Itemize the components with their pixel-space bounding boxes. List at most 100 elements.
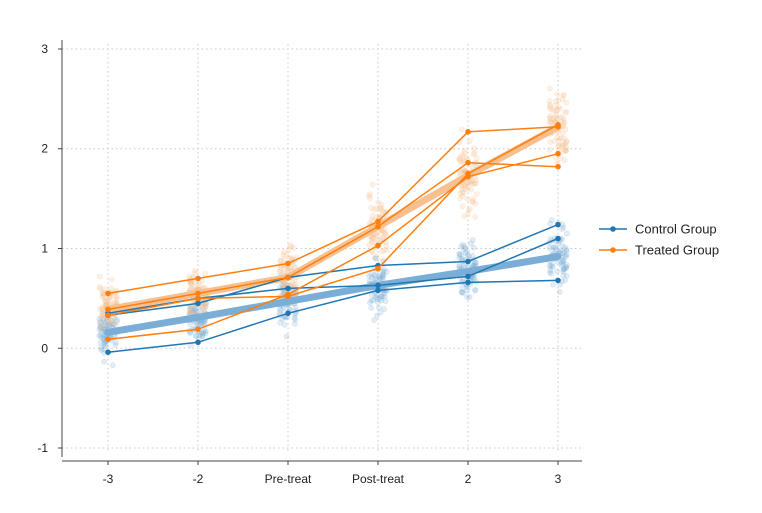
jitter-point — [371, 317, 378, 323]
jitter-point — [546, 115, 553, 121]
jitter-point — [546, 119, 553, 125]
jitter-point — [547, 269, 553, 276]
y-tick-label: 3 — [41, 42, 48, 56]
treated-data-point — [105, 336, 111, 343]
jitter-point — [97, 324, 104, 331]
jitter-point — [467, 240, 474, 247]
jitter-point — [102, 341, 109, 348]
jitter-point — [378, 201, 385, 208]
jitter-point — [292, 316, 298, 323]
jitter-point — [375, 199, 382, 205]
jitter-point — [104, 297, 111, 304]
jitter-point — [288, 242, 295, 249]
treated-data-point — [105, 312, 111, 319]
treated-data-point — [105, 290, 111, 297]
jitter-point — [97, 325, 104, 331]
x-tick-label: Post-treat — [352, 472, 405, 486]
jitter-point — [456, 158, 463, 164]
jitter-point — [114, 294, 120, 301]
jitter-point — [378, 293, 384, 300]
jitter-point — [96, 326, 103, 333]
jitter-point — [560, 258, 567, 265]
jitter-point — [551, 138, 558, 145]
jitter-point — [456, 156, 462, 163]
jitter-point — [462, 182, 469, 189]
jitter-point — [277, 265, 284, 272]
jitter-point — [279, 316, 286, 323]
jitter-point — [559, 142, 566, 148]
jitter-point — [366, 192, 373, 199]
y-tick-label: 2 — [41, 142, 48, 156]
jitter-point — [555, 143, 562, 150]
jitter-point — [561, 147, 568, 154]
jitter-point — [465, 253, 472, 259]
jitter-point — [466, 294, 473, 300]
jitter-point — [369, 212, 376, 219]
treated-data-point — [465, 159, 471, 166]
jitter-point — [100, 322, 106, 329]
jitter-point — [548, 270, 555, 277]
jitter-point — [563, 247, 570, 254]
y-tick-label: 1 — [41, 242, 48, 256]
jitter-point — [458, 289, 465, 295]
jitter-point — [563, 265, 569, 272]
jitter-point — [187, 307, 194, 313]
jitter-point — [472, 287, 479, 294]
jitter-point — [192, 279, 198, 286]
jitter-point — [547, 146, 553, 153]
jitter-point — [378, 206, 385, 213]
jitter-point — [98, 334, 105, 341]
jitter-point — [563, 264, 570, 270]
jitter-point — [280, 249, 287, 256]
jitter-point — [558, 262, 565, 269]
jitter-point — [382, 230, 389, 237]
jitter-point — [192, 307, 199, 314]
jitter-point — [456, 255, 463, 261]
legend-item-treated: Treated Group — [599, 243, 719, 258]
control-data-point — [285, 285, 291, 292]
treated-data-point — [195, 290, 201, 297]
jitter-point — [373, 205, 380, 211]
jitter-point — [556, 135, 563, 142]
jitter-point — [550, 115, 557, 122]
jitter-point — [374, 296, 381, 303]
jitter-point — [469, 199, 476, 205]
jitter-point — [285, 247, 292, 254]
jitter-point — [292, 304, 299, 311]
jitter-point — [374, 312, 380, 319]
control-data-point — [555, 235, 561, 242]
jitter-point — [191, 307, 198, 313]
control-data-point — [555, 277, 561, 284]
jitter-point — [372, 255, 379, 262]
legend-item-control: Control Group — [599, 222, 717, 237]
jitter-point — [561, 265, 568, 272]
jitter-point — [97, 331, 104, 338]
y-tick-label: -1 — [37, 441, 48, 455]
jitter-point — [97, 305, 103, 312]
jitter-point — [464, 252, 471, 259]
jitter-point — [368, 271, 375, 277]
jitter-point — [559, 114, 566, 120]
jitter-point — [460, 183, 467, 190]
jitter-point — [459, 159, 465, 165]
jitter-point — [96, 315, 103, 322]
jitter-point — [546, 245, 553, 251]
treated-data-point — [555, 163, 561, 170]
jitter-point — [559, 96, 566, 103]
jitter-point — [456, 250, 463, 257]
jitter-point — [97, 339, 104, 346]
jitter-point — [472, 180, 479, 187]
jitter-point — [462, 249, 469, 256]
jitter-point — [197, 307, 204, 314]
jitter-point — [196, 332, 203, 339]
x-tick-label: 3 — [555, 472, 562, 486]
jitter-point — [367, 299, 373, 306]
jitter-point — [101, 319, 108, 326]
jitter-point — [559, 143, 565, 150]
jitter-point — [97, 323, 103, 329]
jitter-point — [472, 200, 479, 207]
jitter-point — [108, 318, 115, 324]
jitter-point — [468, 186, 475, 193]
